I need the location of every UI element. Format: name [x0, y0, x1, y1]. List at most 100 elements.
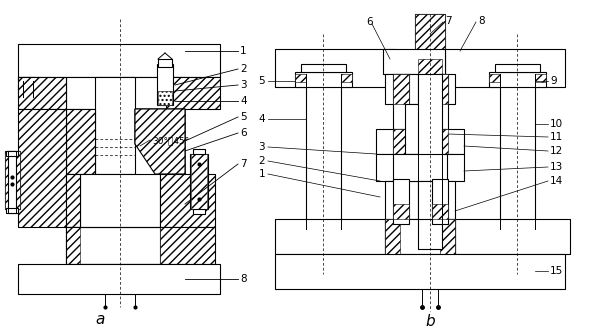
Bar	[393, 74, 409, 144]
Bar	[80, 174, 160, 264]
Bar	[445, 49, 565, 87]
Bar	[66, 174, 80, 227]
Text: 13: 13	[550, 162, 563, 172]
Text: 8: 8	[478, 16, 485, 26]
Bar	[8, 151, 16, 213]
Text: 1: 1	[240, 46, 247, 56]
Text: 11: 11	[550, 132, 563, 142]
Bar	[376, 129, 464, 154]
Bar	[18, 109, 66, 227]
Bar	[489, 74, 500, 82]
Bar	[158, 59, 172, 67]
Text: 3: 3	[259, 142, 265, 152]
Bar	[5, 151, 20, 209]
Bar	[18, 109, 66, 227]
Text: 1: 1	[259, 169, 265, 179]
Bar	[66, 227, 80, 264]
Bar	[5, 151, 20, 209]
Text: 9: 9	[550, 76, 557, 86]
Text: 10: 10	[550, 119, 563, 129]
Bar	[385, 181, 455, 219]
Bar	[455, 219, 570, 254]
Bar	[432, 74, 448, 104]
Bar	[160, 174, 215, 227]
Bar	[155, 109, 185, 174]
Bar	[393, 154, 447, 181]
Text: 4: 4	[259, 114, 265, 124]
Bar	[376, 154, 464, 181]
Bar	[393, 179, 409, 224]
Bar	[295, 74, 306, 82]
Bar	[193, 149, 205, 154]
Text: 7: 7	[445, 16, 452, 26]
Bar	[393, 129, 447, 154]
Bar	[18, 77, 66, 109]
Bar	[157, 64, 173, 105]
Bar	[385, 74, 455, 104]
Bar	[383, 49, 445, 74]
Bar	[306, 74, 341, 229]
Text: 12: 12	[550, 146, 563, 156]
Bar	[66, 109, 95, 174]
Bar	[275, 219, 385, 254]
Bar	[190, 154, 208, 209]
Bar	[95, 77, 135, 174]
Text: 5: 5	[259, 76, 265, 86]
Bar	[393, 129, 409, 154]
Text: a: a	[95, 312, 104, 326]
Bar	[66, 109, 95, 174]
Bar	[18, 77, 40, 97]
Bar	[275, 49, 395, 87]
Bar	[495, 64, 540, 72]
Bar	[418, 181, 442, 219]
Bar	[385, 181, 455, 219]
Bar	[275, 254, 565, 289]
Bar	[393, 74, 409, 104]
Bar	[295, 72, 352, 87]
Bar	[18, 264, 220, 294]
Bar	[275, 219, 385, 254]
Bar	[6, 151, 18, 156]
Bar	[18, 44, 220, 77]
Text: 8: 8	[240, 274, 247, 284]
Bar	[415, 14, 445, 59]
Bar	[385, 219, 400, 254]
Bar	[166, 77, 220, 109]
Bar	[158, 91, 172, 105]
Text: 4: 4	[240, 96, 247, 106]
Text: b: b	[425, 314, 435, 328]
Text: 14: 14	[550, 176, 563, 186]
Text: 30°～45°: 30°～45°	[152, 137, 189, 145]
Text: 6: 6	[367, 17, 373, 27]
Bar	[275, 254, 565, 289]
Bar	[500, 74, 535, 229]
Bar	[160, 227, 215, 264]
Bar	[160, 174, 215, 227]
Bar	[440, 219, 455, 254]
Polygon shape	[135, 109, 185, 174]
Bar	[445, 49, 565, 87]
Bar	[385, 219, 455, 254]
Bar	[66, 174, 80, 227]
Bar	[455, 219, 570, 254]
Bar	[66, 227, 215, 264]
Bar	[376, 154, 464, 181]
Bar	[66, 227, 160, 264]
Bar	[18, 77, 40, 97]
Bar	[432, 204, 448, 219]
Bar	[418, 74, 442, 249]
Bar	[405, 104, 437, 154]
Text: 3: 3	[240, 80, 247, 90]
Text: 2: 2	[240, 64, 247, 74]
Text: 5: 5	[240, 112, 247, 122]
Text: 15: 15	[550, 266, 563, 276]
Bar	[418, 74, 442, 249]
Text: 7: 7	[240, 159, 247, 169]
Bar	[275, 49, 395, 87]
Text: 6: 6	[240, 128, 247, 138]
Bar	[18, 44, 220, 77]
Bar	[415, 14, 445, 59]
Bar	[418, 59, 442, 134]
Bar	[432, 129, 448, 154]
Bar	[18, 77, 66, 109]
